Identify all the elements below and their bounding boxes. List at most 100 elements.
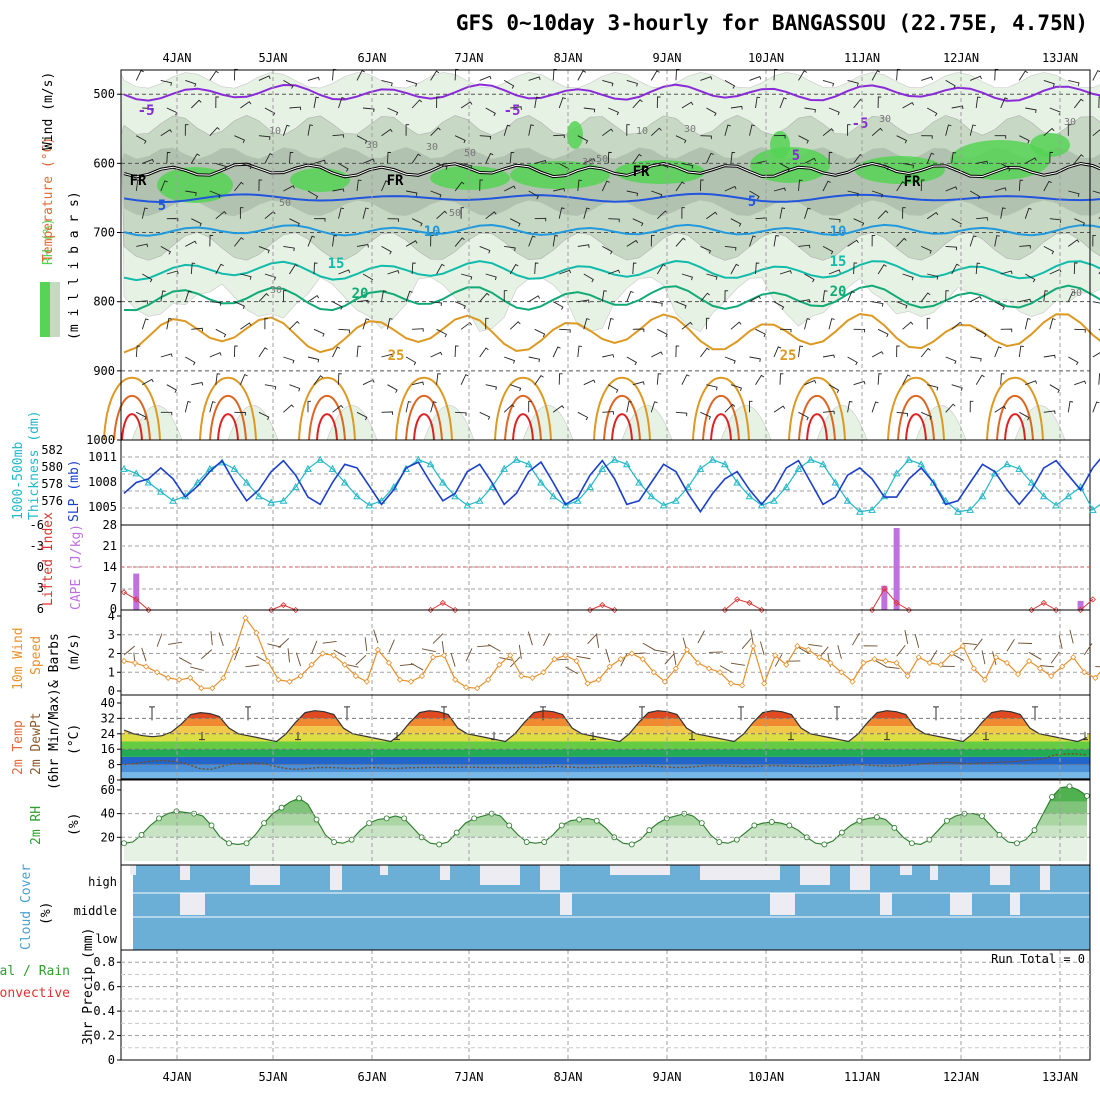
rh2m-point [698,820,705,826]
contour-hot-b-4 [504,395,542,441]
wind10m-barb [450,653,456,667]
wind-barb [902,101,915,109]
wind-barb [608,269,621,275]
contour-label-17: FR [904,174,921,190]
wind-barb [920,347,931,358]
label-temp2m-unit: (°C) [67,724,82,755]
wind-barb [608,384,619,393]
wind-barb [160,180,168,192]
contour-hot-a-3 [395,377,453,441]
wind10m-point [739,682,746,689]
wind10m-point [407,678,415,685]
wind10m-point [529,674,536,681]
rh2m-point [366,820,373,826]
wind-barb [503,290,508,302]
precip-frame [120,949,1091,1061]
wind10m-point [761,680,768,687]
wind10m-barb [730,662,745,666]
wind-barb [607,318,614,330]
wind-barb [436,328,448,338]
wind-barb [307,294,320,303]
wind-barb [185,190,197,196]
wind-barb [552,405,565,413]
rh2m-point [313,816,320,823]
wind-barb [705,152,714,164]
wind-barb [951,384,963,391]
upper-tick-2: 700 [93,226,115,240]
wind-barb [411,99,423,109]
wind-barb [650,70,660,81]
thick-tick-1: 580 [41,460,63,474]
wind-barb [1092,401,1100,413]
label-rh2m: 2m RH [29,806,44,845]
wind-barb [233,345,238,358]
wind-barb [926,317,931,330]
wind-barb [650,127,662,137]
wind-barb [454,345,459,358]
wind-barb [951,263,960,275]
wind10m-point [816,654,823,661]
wind-barb [553,134,565,139]
wind10m-barb [278,637,290,649]
wind-barb [902,321,914,330]
wind-barb [602,79,614,87]
thickness-point [1052,501,1060,509]
wind-barb [872,301,884,307]
wind-barb [681,273,693,281]
wind-barb [1092,129,1100,137]
wind-barb [975,96,981,109]
wind-barb [749,190,760,200]
cloud-high-gap-0 [130,865,136,875]
contour-label-1: -5 [504,103,521,119]
thickness-point [573,496,582,504]
wind-barb [798,299,811,303]
wind-barb [381,180,389,192]
wind-barb [264,384,277,390]
wind-barb [926,211,939,220]
wind10m-point [518,672,525,680]
temp-min-whisker-1 [295,731,301,741]
wind-barb [798,179,803,192]
thickness-point [831,478,840,486]
wind-barb [288,151,294,164]
wind10m-barb [565,666,578,675]
wind-barb [209,70,219,81]
thickness-point [843,496,852,504]
wind-barb [430,70,440,81]
wind-barb [755,374,765,385]
wind-barb [902,273,914,281]
cape-tick-0: 28 [103,518,117,532]
rh-legend-swatch-2 [50,282,60,337]
slp-tick-1: 1008 [88,475,117,489]
precip-tick-1: 0.6 [93,980,115,994]
rh2m-point [979,813,985,819]
wind-barb [675,345,680,358]
upper-air-panel: -5 -5 -5 5 5 5 10 10 15 15 20 20 25 25 FR FR FR FR 10 10 30 3… [40,68,1100,447]
wind10m-point [286,678,293,685]
label-wind10m-2: Speed [29,636,44,675]
rh-surface-blob-2 [326,405,378,441]
run-total: Run Total = 0 [991,952,1085,966]
wind-barb [184,124,189,136]
rh2m-point [996,832,1003,838]
wind10m-point [981,676,988,683]
wind-barb [503,124,511,136]
wind-barb [215,373,221,385]
wind10m-barb [355,654,367,666]
wind10m-barb [311,640,318,654]
top-date-9: 13JAN [1042,51,1078,65]
wind-barb [436,210,448,220]
wind-barb [921,76,933,81]
wind-barb [479,292,490,302]
wind-barb [356,411,368,421]
contour-hot-b-9 [996,395,1034,441]
wind-barb [411,381,424,386]
temp-tick-5: 0 [108,773,115,787]
rh2m-point [821,841,828,848]
wind-barb [338,269,351,275]
wind-barb [209,401,216,413]
wind-barb [601,180,610,192]
lifted-point [280,601,287,609]
wind-barb [215,96,219,109]
wind-barb [160,129,172,137]
